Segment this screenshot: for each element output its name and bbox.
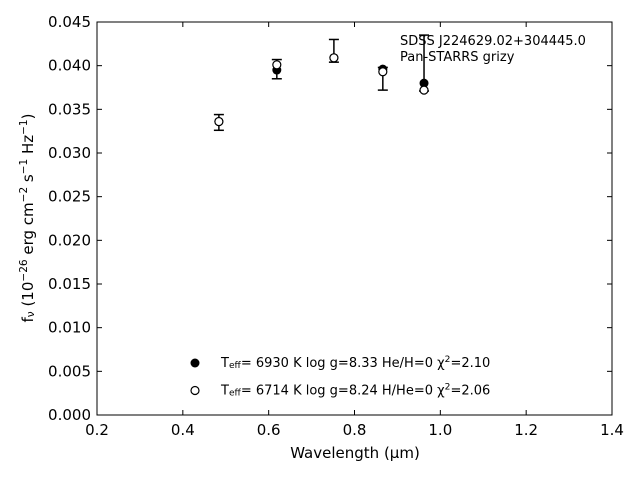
legend-label: Teff​= 6930 K log g=8.33 He/H=0 χ2​=2.10	[220, 355, 490, 371]
x-tick-label: 0.6	[257, 421, 281, 439]
x-tick-label: 0.2	[85, 421, 109, 439]
y-tick-label: 0.020	[48, 231, 91, 249]
y-tick-label: 0.030	[48, 144, 91, 162]
x-tick-label: 1.2	[514, 421, 538, 439]
legend-marker	[190, 385, 200, 396]
y-tick-label: 0.035	[48, 100, 91, 118]
model-point	[419, 78, 429, 88]
y-tick-label: 0.005	[48, 362, 91, 380]
model-point	[378, 67, 388, 77]
x-tick-label: 1.4	[600, 421, 624, 439]
legend-marker	[190, 358, 200, 368]
model-point	[214, 116, 224, 127]
annotation: SDSS J224629.02+304445.0	[400, 34, 586, 49]
x-tick-label: 0.8	[343, 421, 367, 439]
y-tick-label: 0.045	[48, 13, 91, 31]
model-point	[329, 53, 339, 63]
model-point	[272, 60, 282, 70]
y-tick-label: 0.040	[48, 56, 91, 74]
x-axis-label: Wavelength (μm)	[290, 444, 420, 462]
y-tick-label: 0.000	[48, 406, 91, 424]
legend-label: Teff​= 6714 K log g=8.24 H/He=0 χ2​=2.06	[220, 382, 490, 398]
y-axis-label: fν​ (10−26​ erg cm−2​ s−1​ Hz−1​)	[18, 114, 37, 323]
y-tick-label: 0.025	[48, 187, 91, 205]
model-point	[419, 85, 429, 95]
y-tick-label: 0.015	[48, 275, 91, 293]
annotation: Pan-STARRS grizy	[400, 50, 515, 65]
y-tick-label: 0.010	[48, 318, 91, 336]
x-tick-label: 0.4	[171, 421, 195, 439]
x-tick-label: 1.0	[428, 421, 452, 439]
